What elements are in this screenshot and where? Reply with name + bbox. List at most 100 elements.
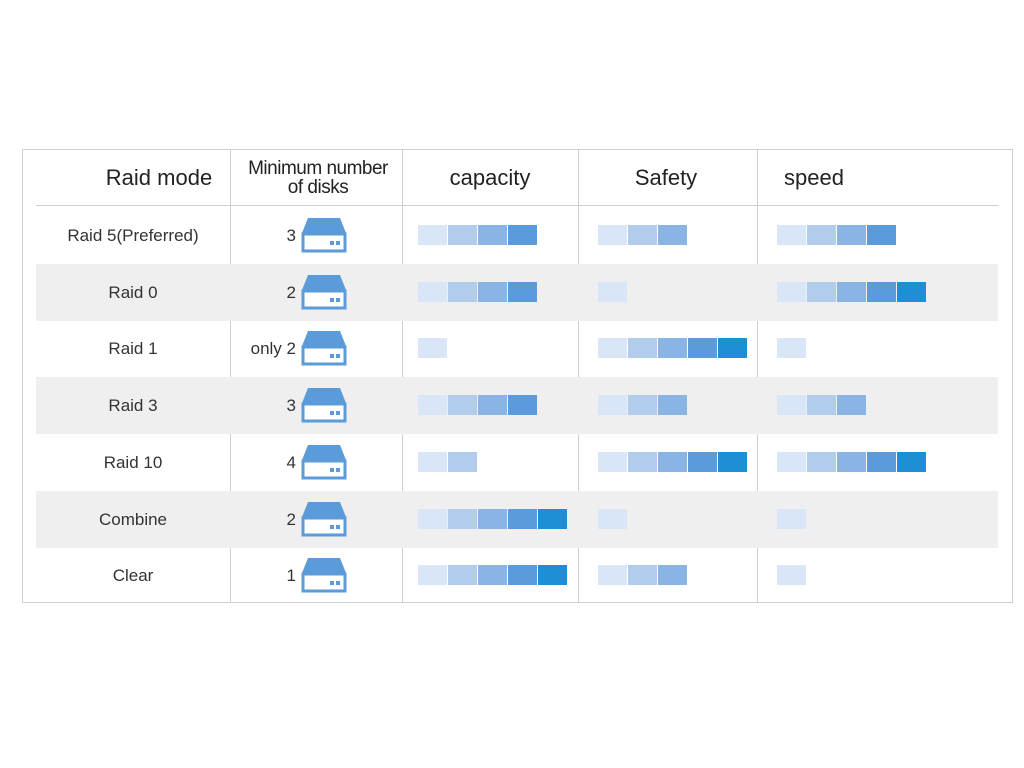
speed-rating-segment xyxy=(897,282,926,302)
safety-rating-segment xyxy=(688,338,717,358)
raid-mode-label: Raid 10 xyxy=(103,452,163,472)
header-safety: Safety xyxy=(634,164,698,190)
capacity-rating-segment xyxy=(418,509,447,529)
hard-disk-icon xyxy=(301,445,347,480)
capacity-rating-segment xyxy=(448,509,477,529)
raid-mode-label: Clear xyxy=(112,565,154,585)
header-minimum-disks-line1: Minimum number xyxy=(248,157,388,179)
speed-rating-segment xyxy=(807,225,836,245)
capacity-rating-segment xyxy=(448,395,477,415)
speed-rating-bar xyxy=(777,282,927,302)
speed-rating-bar xyxy=(777,395,867,415)
safety-rating-bar xyxy=(598,395,688,415)
capacity-rating-bar xyxy=(418,452,478,472)
capacity-rating-segment xyxy=(418,452,447,472)
capacity-rating-segment xyxy=(478,395,507,415)
safety-rating-segment xyxy=(628,565,657,585)
safety-rating-bar xyxy=(598,509,628,529)
speed-rating-segment xyxy=(777,565,806,585)
table-row: Combine 2 xyxy=(36,491,998,548)
table-row: Raid 3 3 xyxy=(36,377,998,434)
header-raid-mode: Raid mode xyxy=(105,164,213,190)
capacity-rating-bar xyxy=(418,395,538,415)
speed-rating-bar xyxy=(777,565,807,585)
safety-rating-segment xyxy=(598,565,627,585)
safety-rating-segment xyxy=(718,452,747,472)
speed-rating-segment xyxy=(777,395,806,415)
safety-rating-bar xyxy=(598,565,688,585)
speed-rating-segment xyxy=(777,282,806,302)
header-minimum-disks-line2: of disks xyxy=(287,176,349,198)
speed-rating-segment xyxy=(837,395,866,415)
minimum-disks-value: 2 xyxy=(286,282,296,302)
safety-rating-segment xyxy=(598,452,627,472)
table-row: Clear 1 xyxy=(36,547,998,604)
capacity-rating-bar xyxy=(418,338,448,358)
safety-rating-segment xyxy=(658,395,687,415)
capacity-rating-segment xyxy=(448,282,477,302)
speed-rating-segment xyxy=(867,282,896,302)
column-divider-mode xyxy=(230,150,231,603)
safety-rating-segment xyxy=(628,452,657,472)
capacity-rating-segment xyxy=(418,565,447,585)
speed-rating-segment xyxy=(837,452,866,472)
column-divider-disks xyxy=(402,150,403,603)
table-row: Raid 5(Preferred) 3 xyxy=(36,207,998,264)
header-capacity: capacity xyxy=(449,164,531,190)
speed-rating-segment xyxy=(777,509,806,529)
speed-rating-bar xyxy=(777,509,807,529)
column-divider-safety xyxy=(757,150,758,603)
speed-rating-segment xyxy=(777,338,806,358)
capacity-rating-segment xyxy=(508,565,537,585)
capacity-rating-segment xyxy=(478,565,507,585)
raid-mode-label: Combine xyxy=(98,509,168,529)
minimum-disks-value: 3 xyxy=(286,225,296,245)
raid-mode-label: Raid 3 xyxy=(108,395,158,415)
hard-disk-icon xyxy=(301,388,347,423)
speed-rating-segment xyxy=(867,225,896,245)
table-row: Raid 1 only 2 xyxy=(36,320,998,377)
capacity-rating-segment xyxy=(478,509,507,529)
hard-disk-icon xyxy=(301,558,347,593)
speed-rating-segment xyxy=(807,282,836,302)
raid-comparison-table xyxy=(22,149,1013,603)
safety-rating-segment xyxy=(628,338,657,358)
capacity-rating-bar xyxy=(418,509,568,529)
raid-mode-label: Raid 1 xyxy=(108,338,158,358)
minimum-disks-value: 2 xyxy=(286,509,296,529)
speed-rating-bar xyxy=(777,338,807,358)
speed-rating-segment xyxy=(867,452,896,472)
minimum-disks-value: 4 xyxy=(286,452,296,472)
safety-rating-bar xyxy=(598,452,748,472)
safety-rating-bar xyxy=(598,282,628,302)
safety-rating-segment xyxy=(658,452,687,472)
speed-rating-segment xyxy=(897,452,926,472)
raid-mode-label: Raid 0 xyxy=(108,282,158,302)
minimum-disks-value: only 2 xyxy=(250,338,296,358)
capacity-rating-segment xyxy=(508,225,537,245)
capacity-rating-segment xyxy=(418,282,447,302)
header-divider xyxy=(36,205,998,206)
capacity-rating-segment xyxy=(538,565,567,585)
capacity-rating-bar xyxy=(418,565,568,585)
table-row: Raid 0 2 xyxy=(36,264,998,321)
safety-rating-bar xyxy=(598,338,748,358)
minimum-disks-value: 1 xyxy=(286,565,296,585)
capacity-rating-segment xyxy=(448,565,477,585)
speed-rating-segment xyxy=(837,225,866,245)
safety-rating-segment xyxy=(628,395,657,415)
column-divider-capacity xyxy=(578,150,579,603)
capacity-rating-bar xyxy=(418,282,538,302)
capacity-rating-segment xyxy=(448,225,477,245)
capacity-rating-segment xyxy=(448,452,477,472)
header-speed: speed xyxy=(784,164,844,190)
safety-rating-segment xyxy=(658,338,687,358)
capacity-rating-segment xyxy=(418,395,447,415)
safety-rating-bar xyxy=(598,225,688,245)
header-minimum-disks: Minimum number of disks xyxy=(233,150,403,205)
speed-rating-segment xyxy=(837,282,866,302)
safety-rating-segment xyxy=(718,338,747,358)
safety-rating-segment xyxy=(658,225,687,245)
hard-disk-icon xyxy=(301,331,347,366)
raid-mode-label: Raid 5(Preferred) xyxy=(67,225,199,245)
